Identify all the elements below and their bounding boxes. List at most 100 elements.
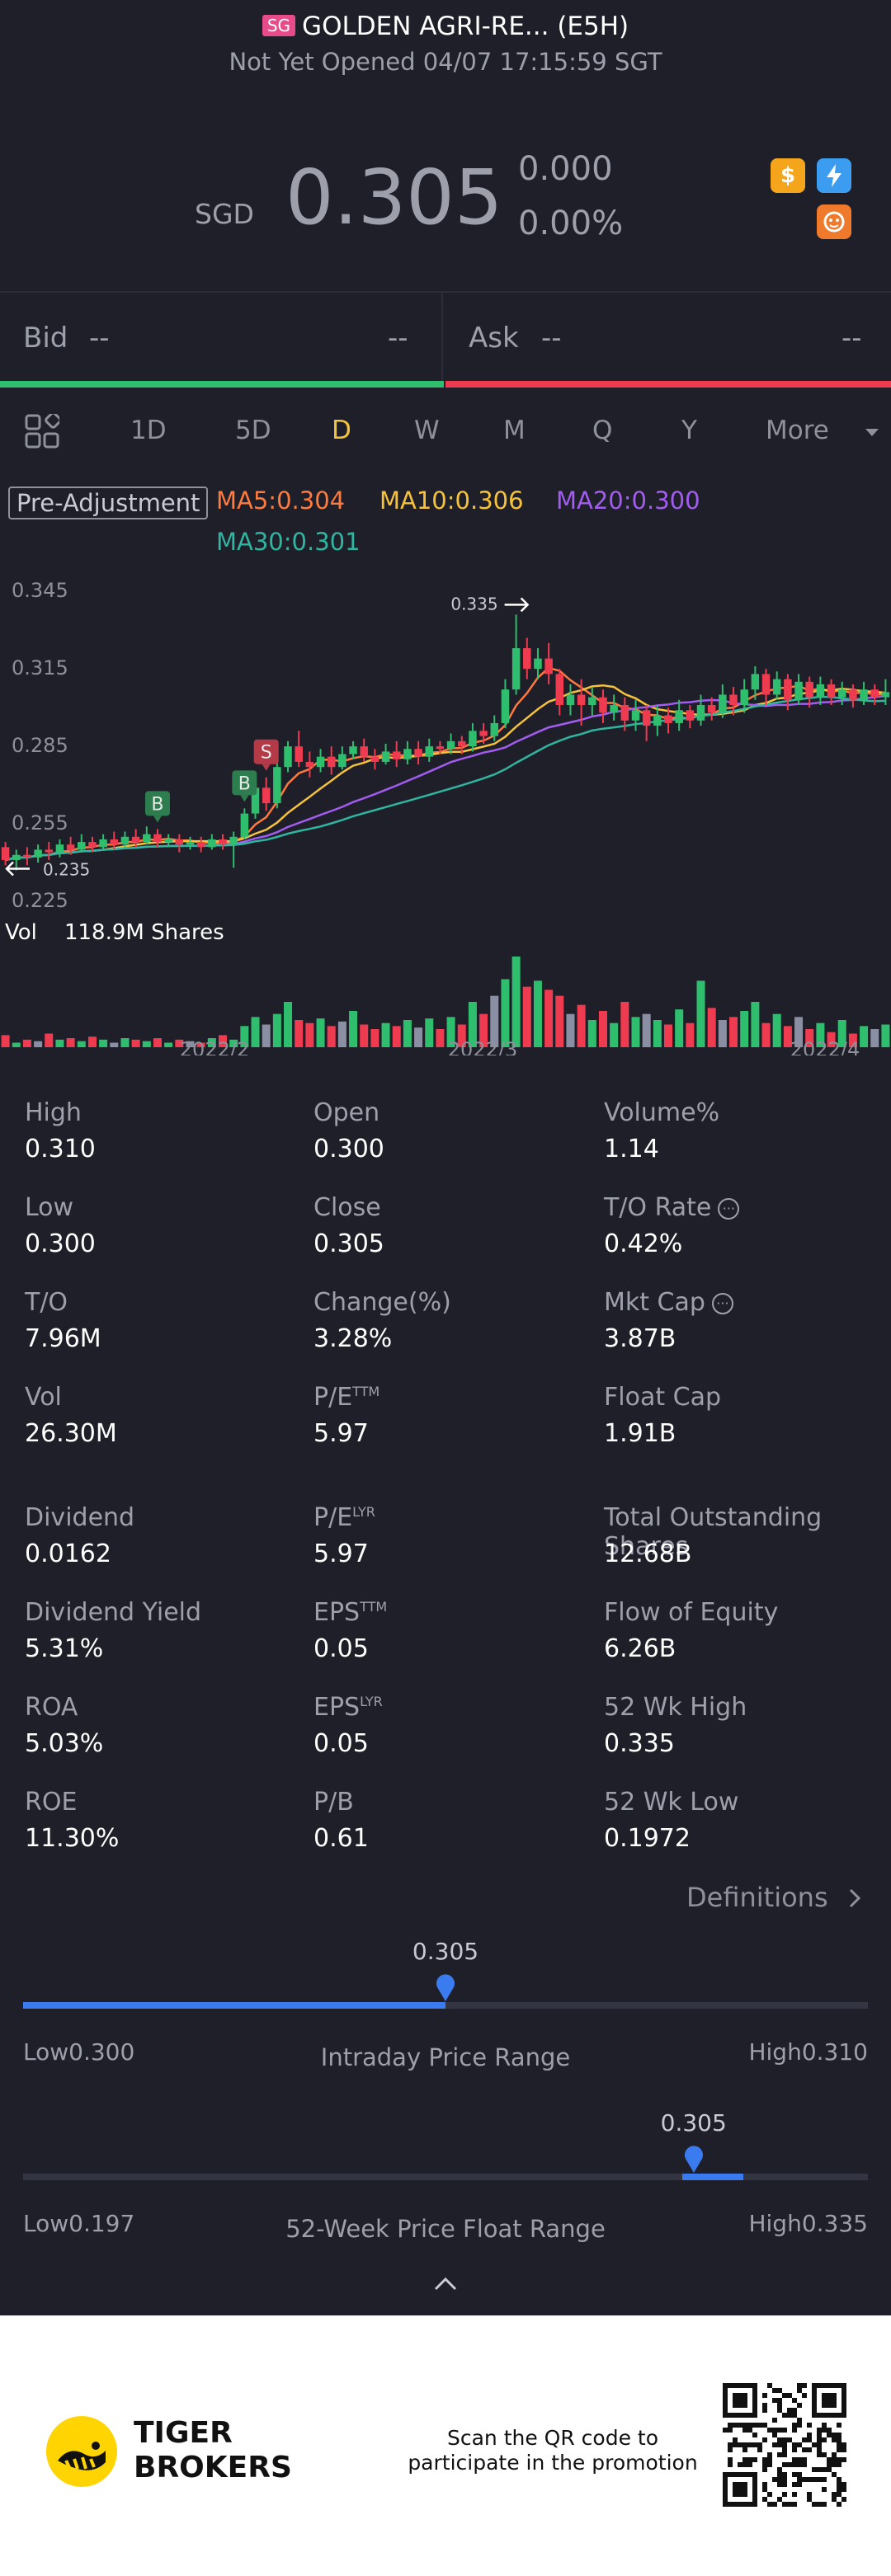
tiger-icon[interactable] [817,204,851,239]
qr-module [832,2457,837,2462]
candle [446,733,455,754]
qr-module [832,2437,837,2442]
definitions-link[interactable]: Definitions [686,1882,861,1913]
volume-bar [305,1022,314,1047]
candle [544,642,553,684]
candle-body [772,679,781,695]
tab-y[interactable]: Y [681,416,697,445]
qr-module [777,2497,782,2502]
candle-body [1,847,10,860]
candle-body [45,849,54,853]
chevron-right-icon [849,1888,860,1908]
info-icon[interactable]: ··· [711,1293,733,1314]
week52-high: High0.335 [748,2210,868,2237]
intraday-high-label: High [748,2038,802,2066]
volume-bar [284,1002,293,1047]
candle [794,674,803,705]
volume-bar [610,1022,619,1047]
qr-module [797,2418,802,2423]
candle-body [34,849,42,858]
volume-bar [707,1008,716,1047]
stat-label-52-wk-high: 52 Wk High [604,1693,747,1722]
candle-body [414,749,422,757]
volume-bar [566,1013,575,1047]
candle [588,687,596,716]
qr-module [822,2437,827,2442]
candle-body [740,689,748,705]
info-icon[interactable]: ··· [718,1198,740,1220]
ma10-line [5,684,886,862]
tab-more[interactable]: More [766,416,829,445]
candle-body [642,710,651,726]
candle-body [870,689,879,698]
candle-body [120,836,130,845]
qr-module [797,2388,802,2393]
qr-module [752,2442,757,2447]
pre-adjustment-button[interactable]: Pre-Adjustment [8,487,209,519]
lightning-icon[interactable] [817,158,851,193]
qr-module [797,2423,802,2428]
qr-module [777,2482,782,2487]
tab-w[interactable]: W [414,416,440,445]
chevron-down-icon[interactable] [865,425,879,441]
candle [827,679,836,705]
tab-5d[interactable]: 5D [235,416,271,445]
qr-module [827,2457,832,2462]
qr-module [777,2428,782,2433]
stat-value-t-o: 7.96M [25,1324,101,1353]
candle-body [577,694,586,705]
qr-module [782,2492,787,2497]
ma5-value: MA5:0.304 [216,487,346,515]
qr-module [837,2487,842,2492]
volume-bar [860,1026,869,1047]
qr-module [837,2457,842,2462]
candle-body [143,834,151,843]
candle [219,834,227,850]
qr-module [807,2437,812,2442]
volume-bar [696,980,705,1047]
qr-module [742,2457,747,2462]
candle-body [196,842,205,848]
qr-module [747,2428,752,2433]
stat-value-change: 3.28% [314,1324,393,1353]
candle [153,829,162,848]
volume-bar [392,1026,401,1047]
tab-1d[interactable]: 1D [130,416,167,445]
qr-module [817,2467,822,2472]
signal-badge-bg [144,791,170,816]
layout-grid-icon[interactable] [25,411,62,452]
week52-current-value: 0.305 [660,2109,727,2136]
candle [23,847,31,866]
qr-module [832,2492,837,2497]
stat-label-total-outstanding-shares: Total Outstanding Shares [604,1503,891,1561]
candle-body [860,689,868,700]
candle-body [479,731,488,736]
tab-m[interactable]: M [503,416,526,445]
candle-body [153,834,162,843]
stat-value-flow-of-equity: 6.26B [604,1634,676,1663]
candle [262,777,271,811]
qr-module [837,2447,842,2452]
qr-module [787,2437,792,2442]
volume-bar [262,1024,271,1047]
stat-value-vol: 26.30M [25,1419,117,1448]
candle-body [88,842,97,848]
chevron-up-icon[interactable] [434,2276,457,2294]
tab-q[interactable]: Q [592,416,613,445]
divider [0,291,891,293]
qr-module [797,2457,802,2462]
week52-low: Low0.197 [23,2210,134,2237]
qr-module [728,2442,733,2447]
candle-body [707,705,716,713]
candle-body [827,684,836,698]
ma20-value: MA20:0.300 [556,487,700,515]
tab-d[interactable]: D [332,416,351,445]
dollar-icon[interactable]: $ [771,158,805,193]
stat-label-text: Volume% [604,1098,720,1127]
volume-bar [772,1013,781,1047]
candle-body [523,648,531,670]
qr-code[interactable] [723,2383,846,2507]
candle-body [686,710,695,721]
stock-name: GOLDEN AGRI-RE... (E5H) [302,12,629,41]
